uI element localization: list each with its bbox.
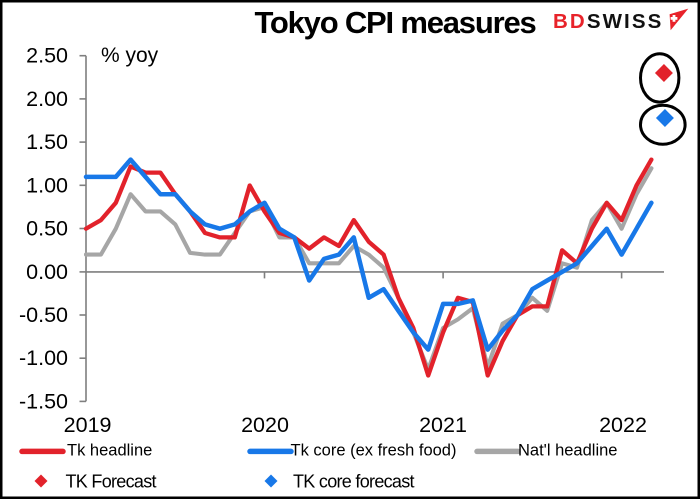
svg-text:TK Forecast: TK Forecast: [66, 472, 157, 492]
svg-text:-1.50: -1.50: [19, 389, 68, 413]
svg-text:2019: 2019: [64, 413, 112, 437]
svg-text:Nat'l headline: Nat'l headline: [518, 442, 617, 460]
svg-text:% yoy: % yoy: [101, 44, 159, 67]
svg-text:0.00: 0.00: [26, 260, 68, 284]
svg-text:1.00: 1.00: [26, 173, 68, 197]
svg-text:2020: 2020: [241, 413, 289, 437]
svg-text:BDSWISS: BDSWISS: [553, 10, 663, 33]
svg-text:Tk headline: Tk headline: [67, 442, 152, 460]
svg-text:2.50: 2.50: [26, 44, 68, 68]
svg-text:2022: 2022: [599, 413, 647, 437]
svg-text:Tk core (ex fresh food): Tk core (ex fresh food): [291, 442, 457, 460]
svg-text:1.50: 1.50: [26, 130, 68, 154]
svg-text:-0.50: -0.50: [19, 303, 68, 327]
svg-text:Tokyo CPI measures: Tokyo CPI measures: [254, 5, 535, 40]
svg-text:2021: 2021: [419, 413, 467, 437]
svg-text:2.00: 2.00: [26, 87, 68, 111]
svg-text:0.50: 0.50: [26, 217, 68, 241]
svg-text:-1.00: -1.00: [19, 346, 68, 370]
svg-text:TK core forecast: TK core forecast: [293, 472, 415, 492]
